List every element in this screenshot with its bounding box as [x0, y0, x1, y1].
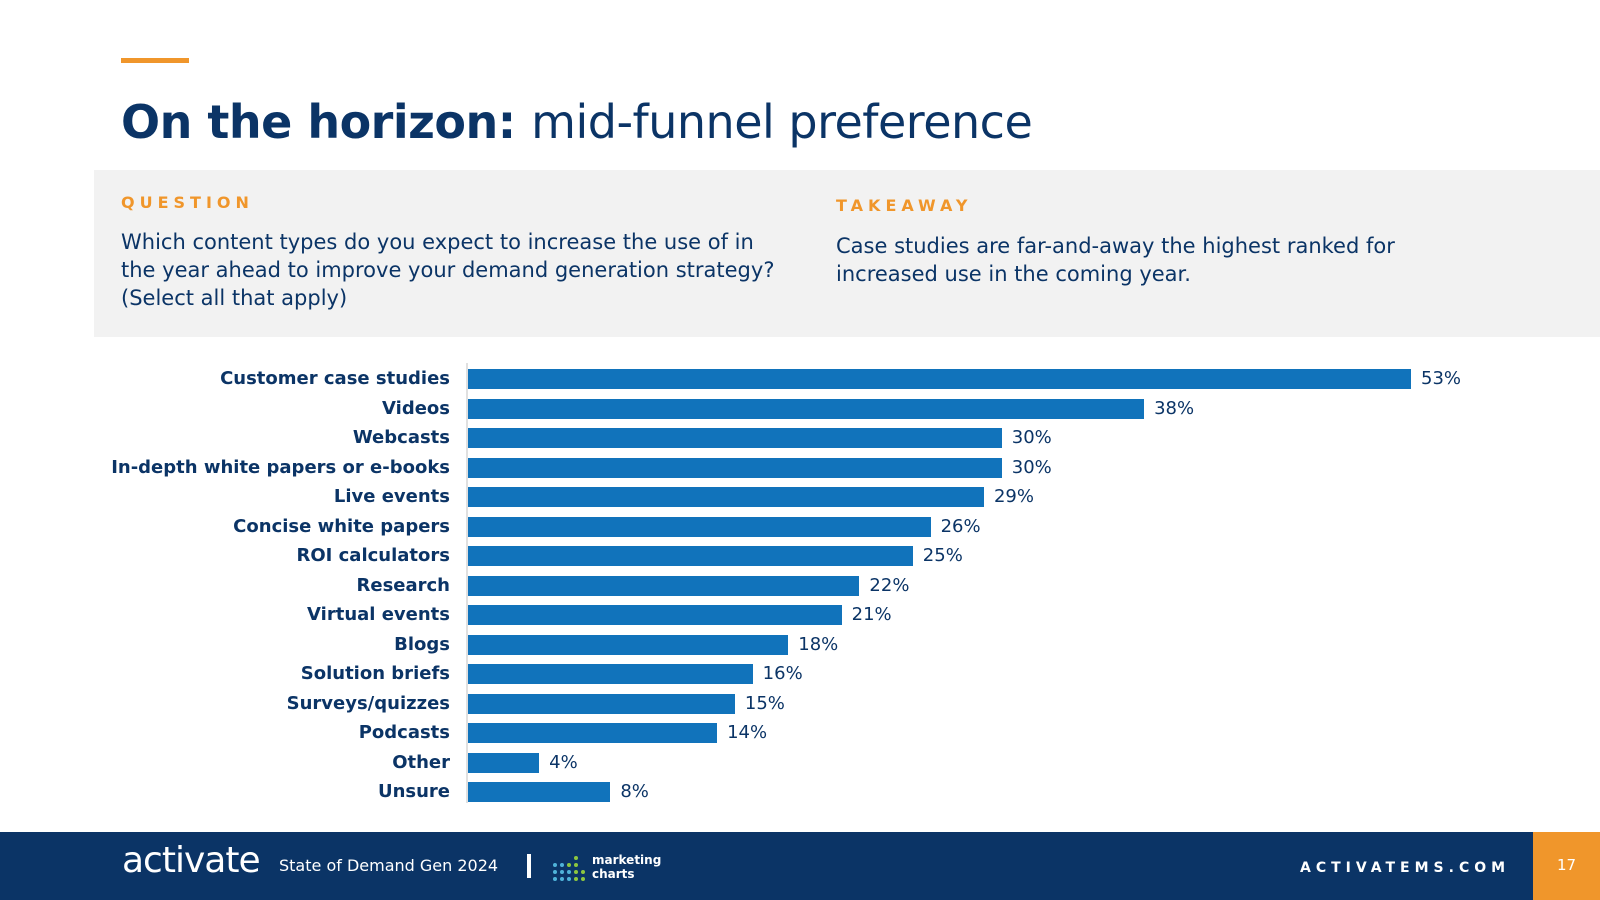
bar — [468, 782, 611, 802]
dot-grid-icon — [553, 856, 585, 881]
value-label: 15% — [744, 692, 785, 714]
bar — [468, 575, 860, 596]
category-label: Concise white papers — [233, 515, 450, 537]
takeaway-text: Case studies are far-and-away the highes… — [836, 234, 1395, 286]
bar — [468, 605, 842, 625]
report-name: State of Demand Gen 2024 — [279, 856, 499, 875]
info-panel: QUESTION Which content types do you expe… — [94, 170, 1600, 337]
value-label: 25% — [922, 545, 963, 566]
bar — [468, 457, 1002, 478]
bar — [468, 369, 1411, 389]
category-label: ROI calculators — [296, 545, 450, 566]
title-light: mid-funnel preference — [531, 95, 1033, 149]
category-label: Research — [356, 574, 451, 596]
page-number-box: 17 — [1533, 832, 1600, 900]
question-label: QUESTION — [121, 193, 254, 212]
value-label: 29% — [993, 486, 1034, 507]
bar — [468, 398, 1145, 419]
value-label: 38% — [1154, 397, 1195, 419]
takeaway-label: TAKEAWAY — [836, 196, 973, 215]
slide-title: On the horizon: mid-funnel preference — [121, 92, 1033, 152]
value-label: 8% — [620, 781, 649, 802]
website-link[interactable]: ACTIVATEMS.COM — [1300, 860, 1511, 876]
bar — [468, 546, 913, 566]
category-label: Virtual events — [307, 604, 450, 625]
bar — [468, 487, 984, 507]
partner-line-1: marketing — [592, 853, 662, 867]
value-label: 26% — [940, 515, 981, 537]
value-label: 16% — [762, 663, 803, 684]
category-label: Live events — [333, 486, 450, 507]
bar — [468, 664, 753, 684]
bar — [468, 634, 789, 655]
bar — [468, 752, 540, 773]
value-label: 30% — [1011, 456, 1052, 478]
category-label: Customer case studies — [220, 368, 450, 389]
accent-bar — [121, 58, 189, 63]
value-label: 4% — [549, 751, 578, 773]
bar — [468, 516, 931, 537]
category-label: Videos — [382, 397, 450, 419]
category-label: Unsure — [377, 781, 450, 802]
category-label: Surveys/quizzes — [286, 692, 450, 714]
bar — [468, 428, 1002, 448]
category-label: In-depth white papers or e-books — [111, 456, 450, 478]
value-label: 14% — [727, 722, 768, 743]
footer-divider — [527, 854, 531, 878]
marketing-charts-logo: marketing charts — [592, 853, 661, 881]
category-label: Solution briefs — [300, 663, 450, 684]
value-label: 21% — [851, 604, 892, 625]
chart-axis-line — [466, 363, 468, 803]
value-label: 22% — [869, 574, 910, 596]
category-label: Podcasts — [358, 722, 450, 743]
bar — [468, 693, 735, 714]
bar-chart: Customer case studies 53% Videos 38% Webcast… — [0, 355, 1600, 810]
value-label: 53% — [1421, 368, 1462, 389]
activate-logo: activate — [122, 840, 261, 881]
category-label: Webcasts — [352, 427, 450, 448]
category-label: Blogs — [394, 633, 450, 655]
question-text: Which content types do you expect to inc… — [121, 230, 775, 310]
value-label: 18% — [798, 633, 839, 655]
page-number: 17 — [1556, 856, 1577, 874]
title-bold: On the horizon: — [121, 95, 516, 149]
bar — [468, 723, 718, 743]
value-label: 30% — [1011, 427, 1052, 448]
partner-line-2: charts — [592, 867, 635, 881]
category-label: Other — [392, 751, 450, 773]
footer: activate State of Demand Gen 2024 market… — [0, 832, 1600, 900]
